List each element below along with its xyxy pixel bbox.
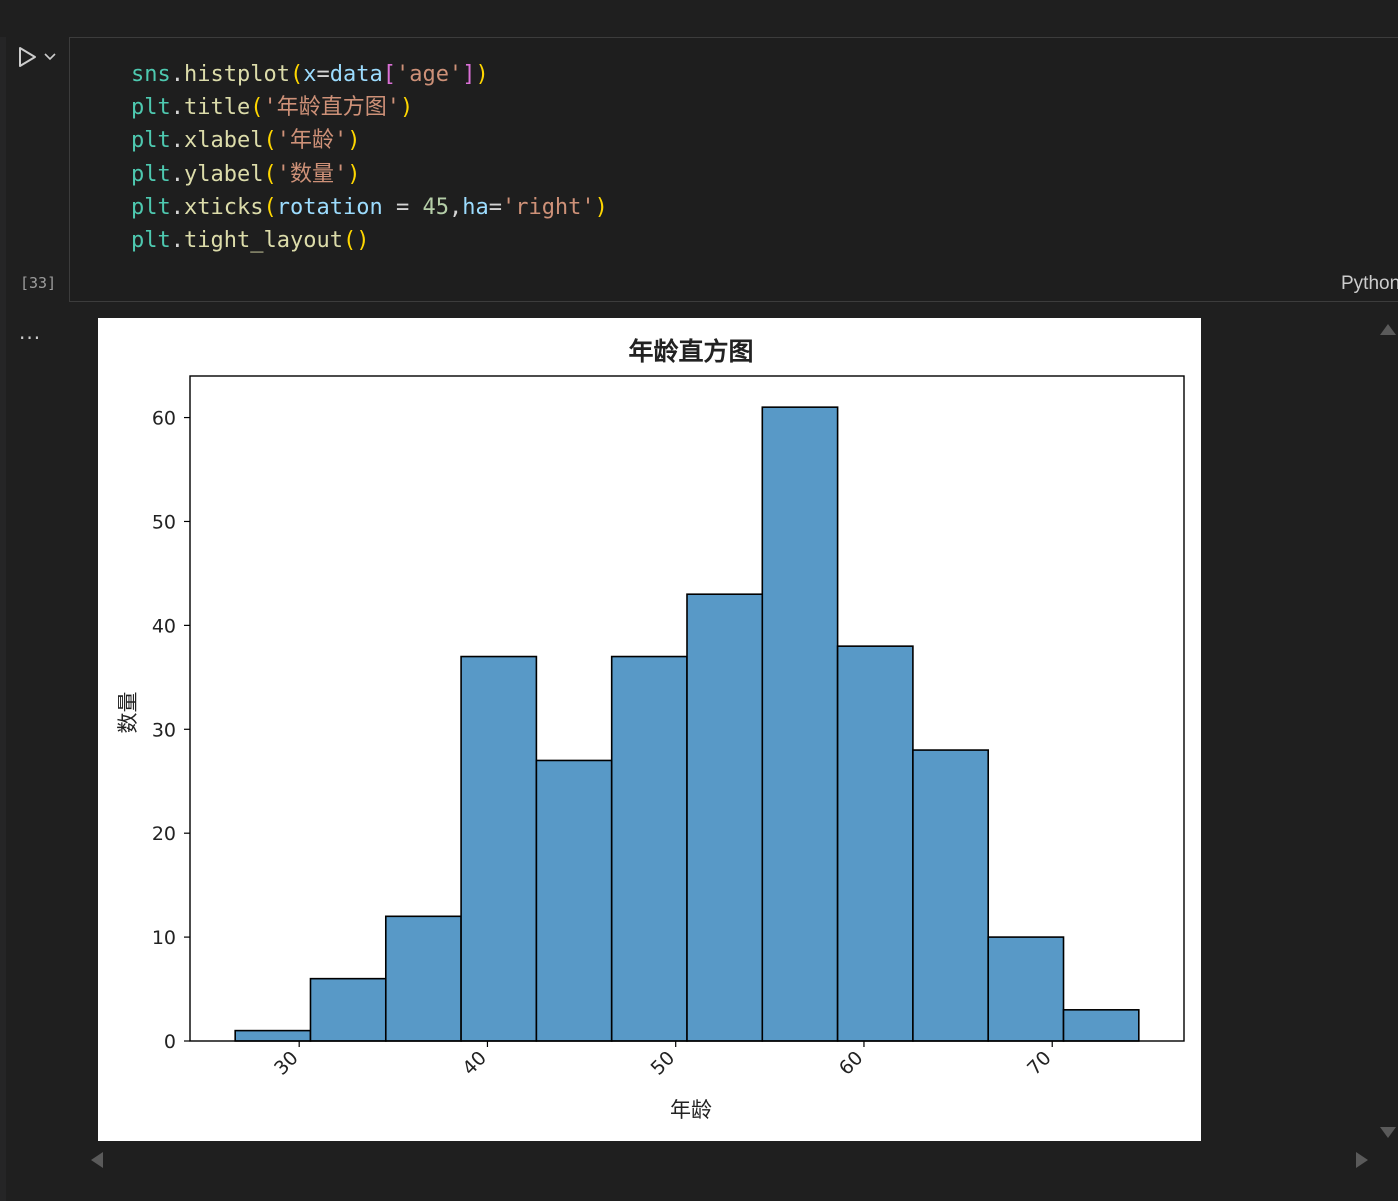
x-axis-label: 年龄 — [670, 1098, 712, 1122]
code-line: sns.histplot(x=data['age']) — [131, 58, 608, 91]
code-cell[interactable] — [69, 37, 1398, 302]
code-line: plt.title('年龄直方图') — [131, 91, 608, 124]
histogram-bar — [309, 977, 387, 1042]
x-tick-label: 60 — [835, 1047, 868, 1080]
scroll-right-arrow[interactable] — [1356, 1152, 1368, 1168]
plot-frame — [189, 375, 1185, 1042]
code-token: plt — [131, 128, 171, 154]
code-token: plt — [131, 95, 171, 121]
scroll-down-arrow[interactable] — [1380, 1127, 1396, 1138]
histogram-bar — [234, 1029, 312, 1042]
code-token: () — [342, 227, 370, 253]
code-token: '数量' — [276, 161, 348, 187]
code-token: ) — [347, 128, 361, 154]
code-token: . — [170, 128, 184, 154]
y-tick-label: 60 — [152, 408, 176, 430]
histogram-bar — [686, 593, 764, 1042]
x-tick-label: 70 — [1023, 1047, 1056, 1080]
code-token: ) — [594, 194, 608, 220]
code-token: . — [170, 161, 184, 187]
code-token: ( — [250, 95, 264, 121]
code-token: ( — [263, 194, 277, 220]
code-token: x — [303, 62, 317, 87]
y-tick-label: 0 — [164, 1031, 176, 1053]
output-chart: 0 10 20 30 40 50 60 30 40 50 60 70 年龄直方图年龄 数量 — [98, 318, 1201, 1141]
code-token: plt — [131, 194, 171, 220]
cell-gutter — [0, 37, 6, 1201]
y-tick-label: 10 — [152, 927, 176, 949]
code-token: '年龄' — [276, 128, 348, 154]
code-token: ( — [263, 128, 277, 154]
code-token: ) — [347, 161, 361, 187]
code-token: ylabel — [184, 161, 264, 187]
y-tick-label: 30 — [152, 719, 176, 741]
code-token: ) — [399, 95, 414, 121]
code-token: [ — [382, 62, 396, 87]
histogram-bar — [1062, 1009, 1140, 1042]
histogram-bar — [761, 406, 839, 1042]
code-token: plt — [131, 227, 171, 253]
code-token: . — [170, 227, 184, 253]
code-token: 'age' — [395, 62, 463, 87]
histogram-bar — [384, 915, 462, 1042]
histogram-bar — [535, 759, 613, 1042]
cell-language-label[interactable]: Python — [1341, 273, 1398, 294]
code-line: plt.xlabel('年龄') — [131, 124, 608, 157]
histogram-bar — [610, 655, 688, 1042]
code-token: data — [329, 62, 383, 87]
y-tick-label: 20 — [152, 823, 176, 845]
code-line: plt.ylabel('数量') — [131, 158, 608, 191]
x-tick-label: 40 — [458, 1047, 491, 1080]
chart-title: 年龄直方图 — [628, 337, 753, 366]
y-tick-label: 50 — [152, 511, 176, 533]
code-token: . — [170, 194, 184, 220]
code-token: ) — [475, 62, 489, 87]
histogram-bar — [836, 645, 914, 1042]
play-icon[interactable] — [14, 44, 40, 70]
scroll-left-arrow[interactable] — [91, 1152, 103, 1168]
run-controls — [14, 42, 66, 72]
code-token: 45 — [422, 194, 449, 220]
code-line: plt.tight_layout() — [131, 224, 608, 257]
execution-count: [33] — [20, 274, 57, 292]
x-tick-label: 50 — [647, 1047, 680, 1080]
histogram-bar — [460, 655, 538, 1042]
x-tick-label: 30 — [270, 1047, 303, 1080]
code-token: , — [448, 194, 463, 220]
code-editor[interactable]: sns.histplot(x=data['age']) plt.title('年龄… — [131, 58, 608, 257]
code-token: ( — [289, 62, 304, 87]
code-token: xlabel — [184, 128, 264, 154]
code-token: xticks — [184, 194, 264, 220]
code-token: . — [170, 95, 184, 121]
code-token: = — [316, 62, 330, 87]
output-more-actions[interactable]: ... — [19, 320, 42, 344]
code-token: . — [170, 62, 184, 87]
y-axis-label: 数量 — [116, 692, 140, 734]
code-token: ] — [462, 62, 476, 87]
code-token: 'right' — [501, 194, 595, 220]
code-token: tight_layout — [184, 227, 343, 253]
histogram-bar — [912, 749, 990, 1042]
code-token: rotation — [276, 194, 383, 220]
code-line: plt.xticks(rotation = 45,ha='right') — [131, 191, 608, 224]
y-tick-label: 40 — [152, 615, 176, 637]
code-token: title — [184, 95, 251, 121]
code-token: histplot — [184, 62, 290, 87]
code-token: ( — [263, 161, 277, 187]
code-token: plt — [131, 161, 171, 187]
code-token: sns — [131, 62, 171, 87]
code-token: '年龄直方图' — [263, 95, 400, 121]
chevron-down-icon[interactable] — [40, 47, 60, 67]
toolbar-strip — [0, 0, 1398, 37]
histogram-bar — [987, 936, 1065, 1042]
scroll-up-arrow[interactable] — [1380, 324, 1396, 335]
code-token: = — [488, 194, 502, 220]
code-token: = — [382, 194, 423, 220]
code-token: ha — [462, 194, 489, 220]
